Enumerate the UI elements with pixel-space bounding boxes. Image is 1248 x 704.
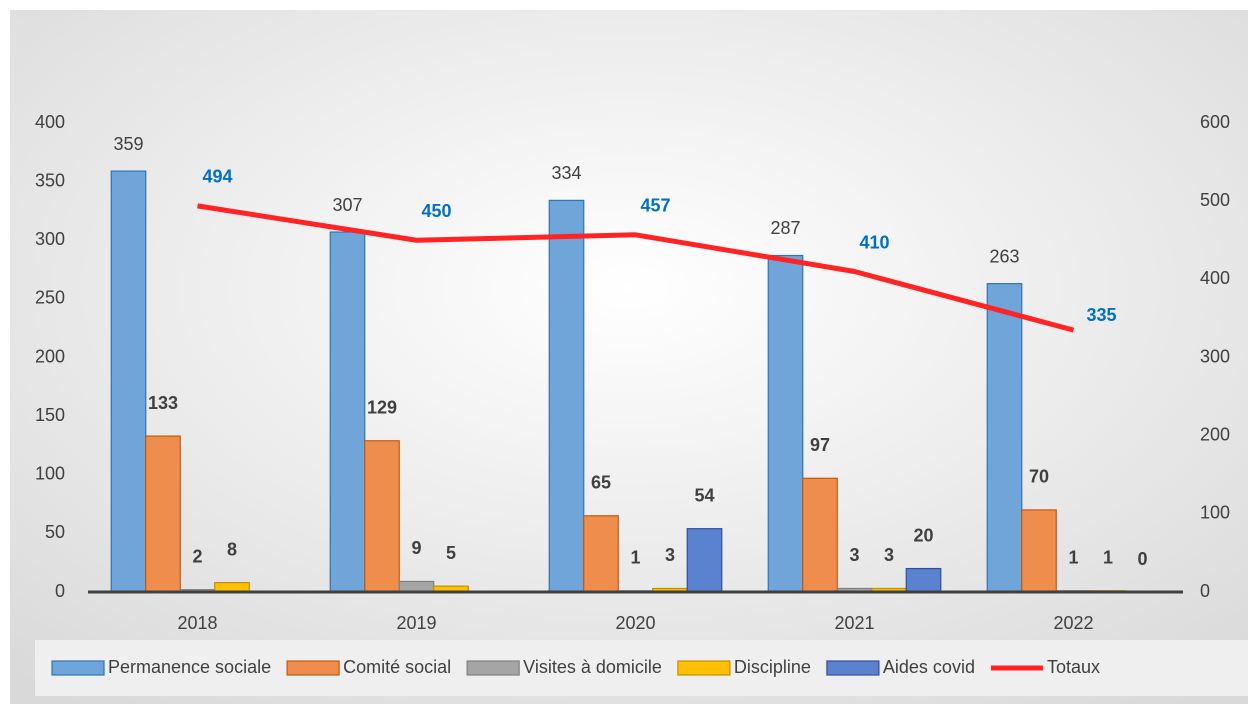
data-label: 334 (551, 163, 581, 183)
bar (986, 283, 1023, 593)
data-label: 70 (1029, 467, 1049, 487)
y-tick-label: 400 (35, 112, 65, 132)
data-label: 9 (411, 538, 421, 558)
legend-swatch (286, 660, 340, 676)
legend-swatch (466, 660, 520, 676)
data-label: 359 (113, 134, 143, 154)
line (197, 203, 1075, 333)
line-data-label: 457 (640, 196, 670, 216)
data-label: 1 (630, 548, 640, 568)
bar (686, 528, 723, 593)
y2-tick-label: 400 (1200, 268, 1230, 288)
data-label: 3 (849, 545, 859, 565)
line-data-label: 410 (859, 232, 889, 252)
legend-label: Comité social (343, 657, 451, 677)
y-tick-label: 100 (35, 464, 65, 484)
data-label: 1 (1103, 548, 1113, 568)
data-label: 65 (591, 473, 611, 493)
data-label: 3 (665, 545, 675, 565)
y2-tick-label: 500 (1200, 190, 1230, 210)
y2-tick-label: 0 (1200, 581, 1210, 601)
x-tick-label: 2020 (615, 613, 655, 633)
line-data-label: 494 (202, 167, 232, 187)
y2-tick-label: 100 (1200, 503, 1230, 523)
y-tick-label: 350 (35, 170, 65, 190)
legend-label: Aides covid (883, 657, 975, 677)
data-label: 263 (989, 246, 1019, 266)
data-label: 3 (884, 545, 894, 565)
data-label: 0 (1137, 549, 1147, 569)
x-tick-label: 2021 (834, 613, 874, 633)
bar (1021, 509, 1057, 593)
y-tick-label: 0 (55, 581, 65, 601)
data-label: 129 (367, 397, 397, 417)
chart-background (10, 10, 1248, 704)
legend-swatch (677, 660, 731, 676)
bar (329, 231, 366, 593)
legend-swatch (826, 660, 880, 676)
y2-tick-label: 600 (1200, 112, 1230, 132)
bar (767, 254, 804, 593)
legend-label: Permanence sociale (108, 657, 271, 677)
data-label: 97 (810, 435, 830, 455)
bar (802, 477, 838, 593)
legend-background (35, 640, 1248, 696)
data-label: 1 (1068, 548, 1078, 568)
data-label: 8 (227, 539, 237, 559)
data-label: 5 (446, 543, 456, 563)
x-tick-label: 2022 (1053, 613, 1093, 633)
y-tick-label: 150 (35, 405, 65, 425)
data-label: 54 (694, 485, 714, 505)
bar (145, 435, 181, 593)
y-tick-label: 250 (35, 288, 65, 308)
bar (364, 440, 400, 593)
data-label: 2 (192, 546, 202, 566)
y-tick-label: 50 (45, 522, 65, 542)
legend-label: Discipline (734, 657, 811, 677)
legend-label: Totaux (1047, 657, 1100, 677)
y-tick-label: 200 (35, 346, 65, 366)
line-data-label: 335 (1086, 305, 1116, 325)
line-data-label: 450 (421, 201, 451, 221)
bar (583, 515, 619, 593)
bar (905, 567, 942, 593)
bar (398, 580, 435, 593)
x-tick-label: 2019 (396, 613, 436, 633)
legend-label: Visites à domicile (523, 657, 662, 677)
y-tick-label: 300 (35, 229, 65, 249)
bar (110, 170, 147, 593)
x-tick-label: 2018 (177, 613, 217, 633)
y2-tick-label: 200 (1200, 424, 1230, 444)
data-label: 133 (148, 393, 178, 413)
data-label: 287 (770, 218, 800, 238)
y2-tick-label: 300 (1200, 346, 1230, 366)
data-label: 20 (913, 525, 933, 545)
data-label: 307 (332, 195, 362, 215)
bar (548, 199, 585, 593)
legend-swatch (51, 660, 105, 676)
